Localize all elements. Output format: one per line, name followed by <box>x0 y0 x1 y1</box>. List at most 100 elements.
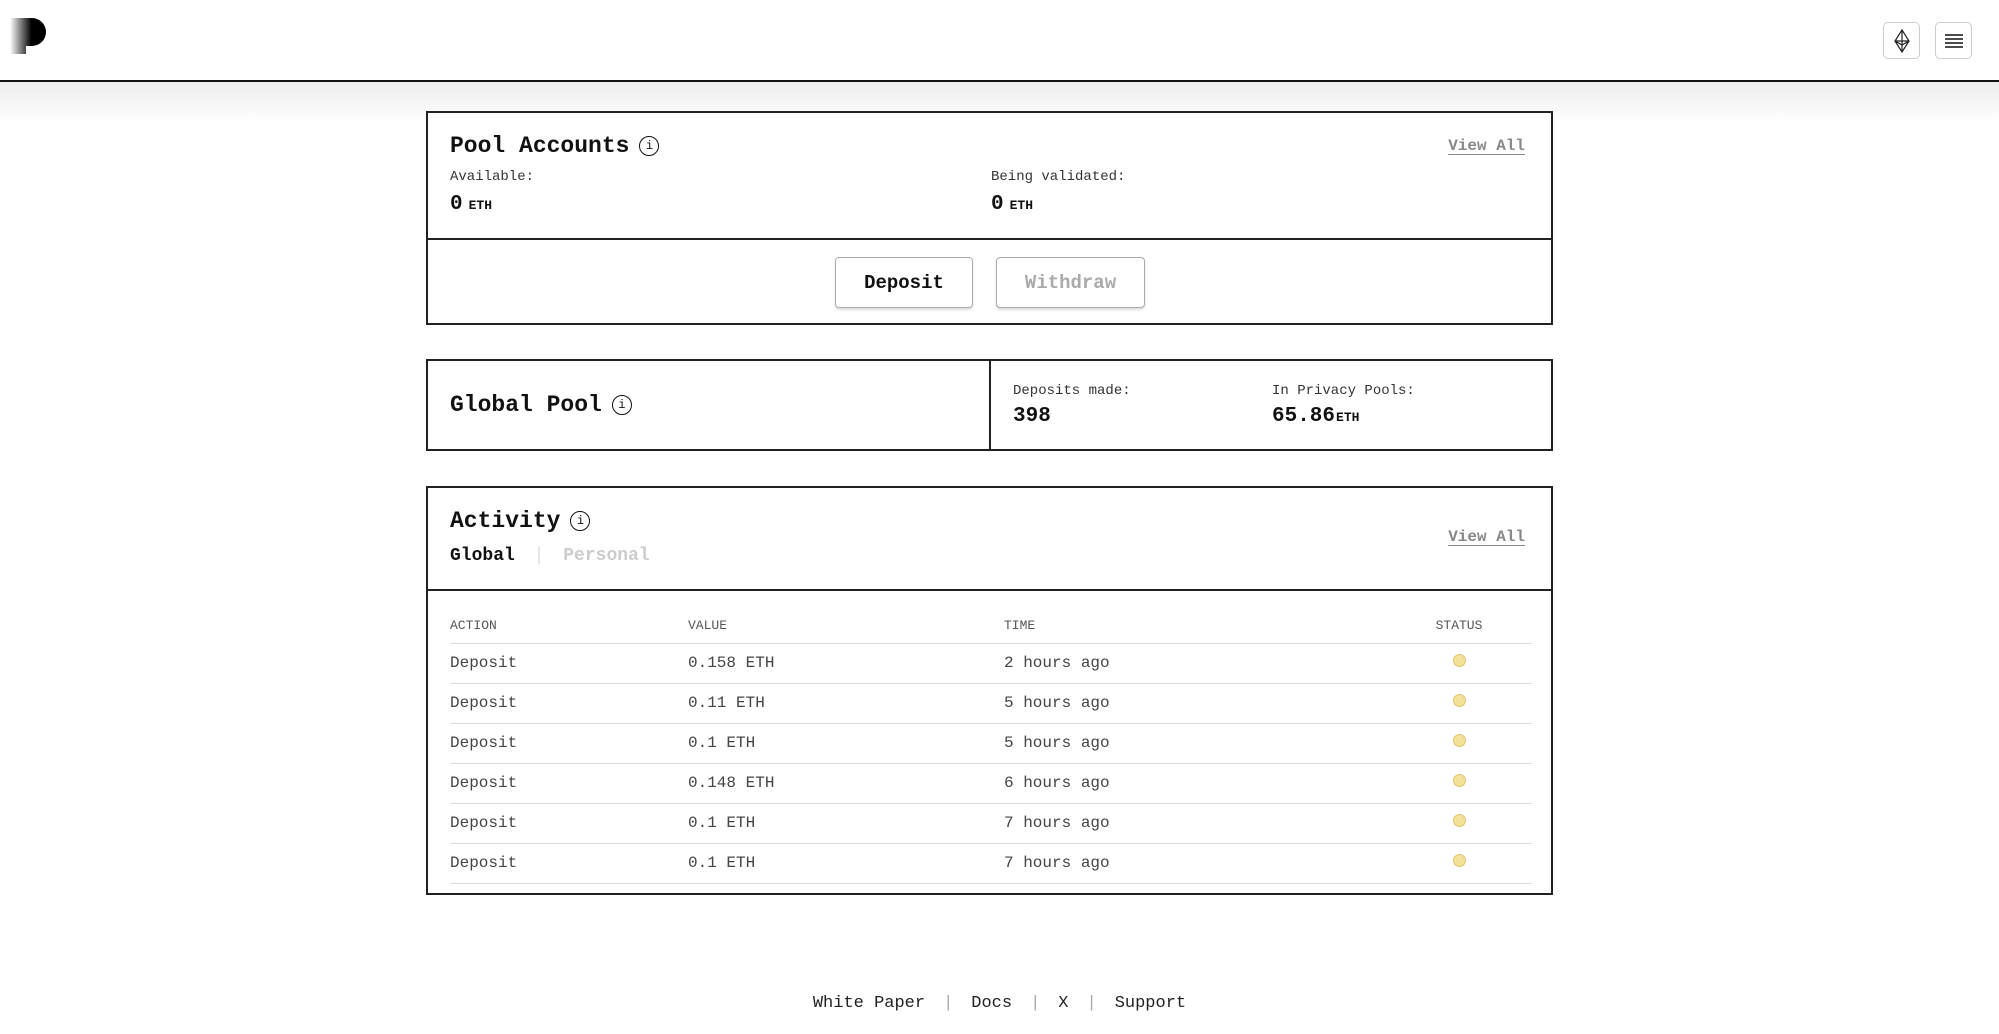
table-row[interactable]: Deposit 0.148 ETH 6 hours ago <box>450 763 1532 804</box>
status-pending-icon <box>1452 694 1466 707</box>
column-header: STATUS <box>1404 608 1514 644</box>
withdraw-button[interactable]: Withdraw <box>996 257 1145 308</box>
status-cell <box>1404 683 1514 724</box>
spacer <box>1514 803 1532 844</box>
table-row[interactable]: Deposit 0.11 ETH 5 hours ago <box>450 683 1532 724</box>
column-header: TIME <box>1004 608 1404 644</box>
spacer <box>1514 643 1532 684</box>
tab-global[interactable]: Global <box>450 546 515 566</box>
status-cell <box>1404 803 1514 844</box>
unit: ETH <box>1009 198 1034 213</box>
spacer <box>1514 723 1532 764</box>
action-cell: Deposit <box>450 763 688 804</box>
global-pool-title: Global Pool i <box>450 392 632 418</box>
privacy-value: 65.86 <box>1272 405 1336 428</box>
tab-separator: | <box>533 546 545 566</box>
footer-link-white-paper[interactable]: White Paper <box>812 994 926 1013</box>
validating-stat: Being validated: 0 ETH <box>991 169 1125 216</box>
status-cell <box>1404 643 1514 684</box>
activity-tabs: Global | Personal <box>450 546 650 566</box>
time-cell: 7 hours ago <box>1004 843 1404 884</box>
card-title: Activity <box>450 508 561 534</box>
info-icon[interactable]: i <box>639 136 660 156</box>
deposits-label: Deposits made: <box>1013 383 1131 399</box>
available-value: 0 <box>450 193 463 216</box>
footer-link-x[interactable]: X <box>1058 994 1069 1013</box>
deposits-stat: Deposits made: 398 <box>1013 383 1131 428</box>
value-cell: 0.148 ETH <box>688 763 1004 804</box>
footer-link-support[interactable]: Support <box>1114 994 1187 1013</box>
table-row[interactable]: Deposit 0.1 ETH 7 hours ago <box>450 843 1532 884</box>
card-title: Global Pool <box>450 392 602 418</box>
unit: ETH <box>1336 410 1360 425</box>
value-cell: 0.1 ETH <box>688 803 1004 844</box>
logo[interactable] <box>10 18 46 54</box>
action-cell: Deposit <box>450 843 688 884</box>
validating-label: Being validated: <box>991 169 1126 185</box>
card-title: Pool Accounts <box>450 133 630 159</box>
tab-personal[interactable]: Personal <box>563 546 650 566</box>
available-label: Available: <box>450 169 535 185</box>
validating-value: 0 <box>991 193 1004 216</box>
actions-row: Deposit Withdraw <box>428 238 1551 325</box>
separator: | <box>1086 994 1097 1013</box>
value-cell: 0.158 ETH <box>688 643 1004 684</box>
privacy-label: In Privacy Pools: <box>1272 383 1415 399</box>
deposits-value: 398 <box>1013 405 1051 428</box>
menu-icon <box>1944 33 1963 48</box>
time-cell: 5 hours ago <box>1004 683 1404 724</box>
divider <box>989 361 991 449</box>
value-cell: 0.1 ETH <box>688 723 1004 764</box>
spacer <box>1514 843 1532 884</box>
value-cell: 0.11 ETH <box>688 683 1004 724</box>
pool-accounts-card: Pool Accounts i View All Available: 0 ETH … <box>426 111 1553 325</box>
view-all-link[interactable]: View All <box>1448 528 1525 546</box>
column-header: VALUE <box>688 608 1004 644</box>
global-pool-card: Global Pool i Deposits made: 398 In Priva… <box>426 359 1553 451</box>
status-pending-icon <box>1452 654 1466 667</box>
action-cell: Deposit <box>450 643 688 684</box>
view-all-link[interactable]: View All <box>1448 137 1525 155</box>
footer: White Paper | Docs | X | Support <box>0 994 1999 1013</box>
activity-card: Activity i Global | Personal View All ACT… <box>426 486 1553 895</box>
status-cell <box>1404 763 1514 804</box>
network-button[interactable] <box>1883 22 1920 59</box>
spacer <box>1514 763 1532 804</box>
status-pending-icon <box>1452 854 1466 867</box>
menu-button[interactable] <box>1935 22 1972 59</box>
value-cell: 0.1 ETH <box>688 843 1004 884</box>
ethereum-icon <box>1893 28 1910 53</box>
status-pending-icon <box>1452 734 1466 747</box>
time-cell: 6 hours ago <box>1004 763 1404 804</box>
info-icon[interactable]: i <box>611 395 632 415</box>
column-header: ACTION <box>450 608 688 644</box>
time-cell: 5 hours ago <box>1004 723 1404 764</box>
divider <box>428 589 1551 591</box>
status-pending-icon <box>1452 774 1466 787</box>
table-row[interactable]: Deposit 0.1 ETH 7 hours ago <box>450 803 1532 844</box>
spacer <box>1514 683 1532 724</box>
status-cell <box>1404 723 1514 764</box>
spacer <box>1514 608 1532 644</box>
time-cell: 7 hours ago <box>1004 803 1404 844</box>
action-cell: Deposit <box>450 723 688 764</box>
status-pending-icon <box>1452 814 1466 827</box>
activity-table: ACTION VALUE TIME STATUS Deposit 0.158 ET… <box>450 608 1532 884</box>
action-cell: Deposit <box>450 683 688 724</box>
deposit-button[interactable]: Deposit <box>835 257 973 308</box>
unit: ETH <box>468 198 493 213</box>
info-icon[interactable]: i <box>570 511 591 531</box>
privacy-stat: In Privacy Pools: 65.86ETH <box>1272 383 1415 428</box>
pool-accounts-title: Pool Accounts i <box>450 133 660 159</box>
separator: | <box>943 994 954 1013</box>
action-cell: Deposit <box>450 803 688 844</box>
status-cell <box>1404 843 1514 884</box>
table-row[interactable]: Deposit 0.1 ETH 5 hours ago <box>450 723 1532 764</box>
top-header <box>0 0 1999 82</box>
time-cell: 2 hours ago <box>1004 643 1404 684</box>
activity-title: Activity i <box>450 508 591 534</box>
footer-link-docs[interactable]: Docs <box>971 994 1013 1013</box>
table-row[interactable]: Deposit 0.158 ETH 2 hours ago <box>450 643 1532 684</box>
available-stat: Available: 0 ETH <box>450 169 534 216</box>
table-header: ACTION VALUE TIME STATUS <box>450 608 1532 644</box>
